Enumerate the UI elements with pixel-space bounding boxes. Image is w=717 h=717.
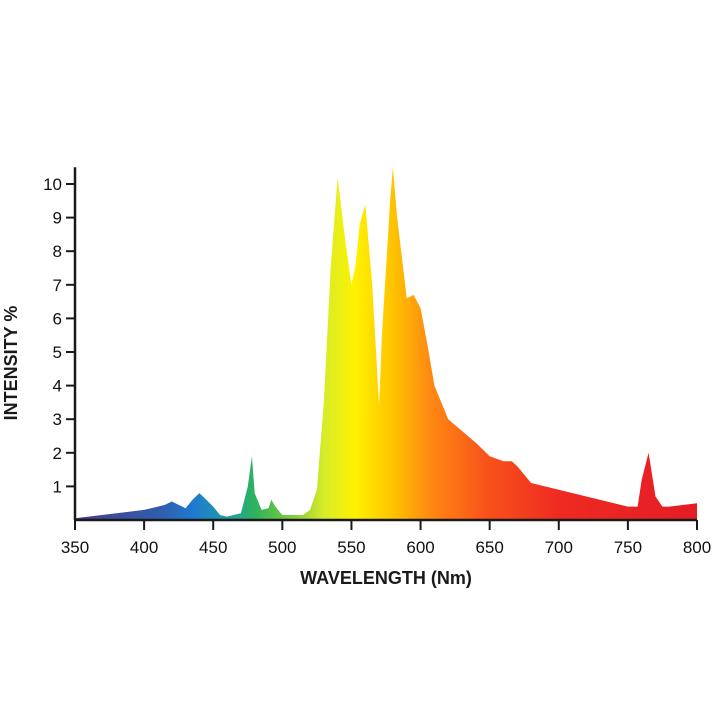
x-tick-label: 350 <box>61 538 89 557</box>
y-tick-label: 1 <box>53 477 62 496</box>
x-tick-label: 400 <box>130 538 158 557</box>
spectrum-area-layer <box>75 167 697 520</box>
x-tick-label: 800 <box>683 538 711 557</box>
tick-labels: 350 400 450 500 550 600 650 700 750 800 1 2 3 4 5 6 7 8 9 1… <box>43 175 711 557</box>
x-tick-label: 650 <box>475 538 503 557</box>
axes <box>66 167 698 530</box>
x-tick-label: 450 <box>199 538 227 557</box>
y-tick-label: 7 <box>53 276 62 295</box>
spectrum-area <box>75 167 697 520</box>
y-tick-label: 4 <box>53 377 62 396</box>
y-axis-title: INTENSITY % <box>1 306 21 421</box>
y-tick-label: 9 <box>53 209 62 228</box>
x-tick-label: 750 <box>614 538 642 557</box>
y-tick-label: 6 <box>53 309 62 328</box>
y-tick-label: 3 <box>53 410 62 429</box>
x-tick-label: 700 <box>545 538 573 557</box>
y-tick-label: 10 <box>43 175 62 194</box>
x-axis-title: WAVELENGTH (Nm) <box>300 568 472 588</box>
y-tick-label: 2 <box>53 444 62 463</box>
x-tick-label: 500 <box>268 538 296 557</box>
y-tick-label: 8 <box>53 242 62 261</box>
y-tick-label: 5 <box>53 343 62 362</box>
x-tick-label: 550 <box>337 538 365 557</box>
x-tick-label: 600 <box>406 538 434 557</box>
